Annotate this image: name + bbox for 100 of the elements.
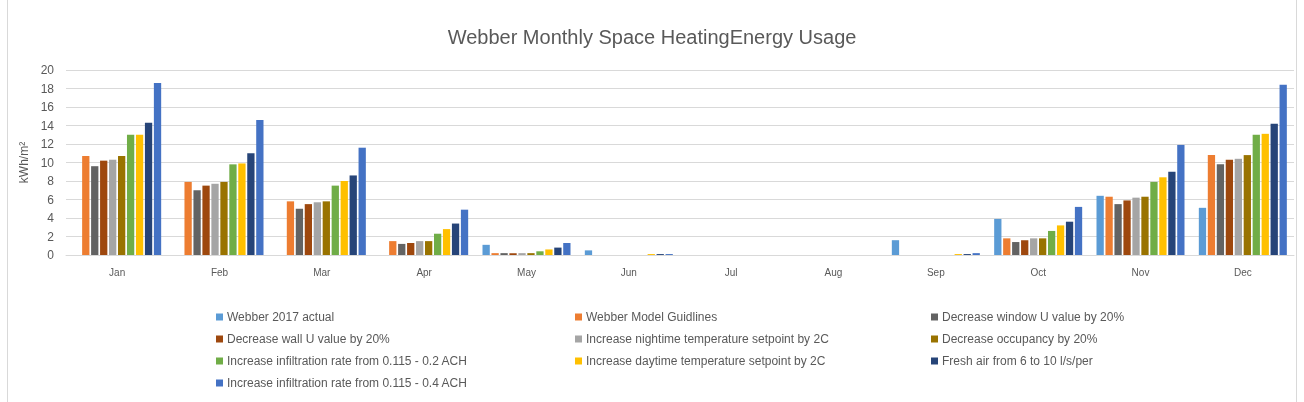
y-tick-label: 0 [47,248,55,262]
bar [1225,159,1234,255]
bar [389,241,397,255]
y-tick-label: 18 [40,81,55,96]
legend-label: Increase nightime temperature setpoint by 2C [586,332,830,346]
y-tick-label: 20 [40,63,55,77]
bar [202,185,210,255]
bar [563,242,571,255]
bar [1021,240,1029,255]
x-tick-label: Dec [1233,266,1252,278]
bar [1065,221,1074,255]
legend-label: Webber Model Guidlines [586,310,718,324]
bar [331,185,339,255]
legend-label: Increase daytime temperature setpoint by 2C [586,354,826,368]
bar [193,190,201,255]
bar [109,159,117,255]
bar [407,242,415,255]
bar [1074,206,1083,255]
bar [126,134,135,255]
legend-label: Decrease wall U value by 20% [227,332,391,346]
bar [184,181,192,255]
x-tick-label: Aug [824,266,843,278]
bar [536,251,544,255]
y-tick-label: 8 [47,174,55,188]
bar [460,209,469,255]
bar [1234,158,1242,255]
bar [1177,144,1185,255]
bar [433,233,442,255]
x-tick-label: Jan [109,266,126,278]
y-tick-label: 16 [40,100,55,114]
bar [1123,200,1131,255]
bar [100,160,108,255]
bar [247,153,255,255]
bar [118,156,126,255]
bar [358,147,366,255]
bar [1279,84,1287,255]
bar [1150,181,1158,255]
bar [891,240,900,255]
x-tick-label: Nov [1131,266,1150,278]
bar [220,181,228,255]
bar [91,166,99,255]
bar [425,241,433,255]
bar [340,181,348,255]
bar [211,183,219,255]
chart-title: Webber Monthly Space HeatingEnergy Usage [447,26,857,48]
bar [82,156,90,255]
bar [1159,177,1167,255]
legend-label: Fresh air from 6 to 10 l/s/per [942,354,1093,368]
bar [313,202,321,255]
bar [1003,238,1011,255]
x-tick-label: Jun [620,266,637,278]
bar [1207,155,1216,255]
bar [416,241,424,255]
bar [1030,238,1038,255]
bar [295,208,304,255]
bar [1047,230,1056,255]
legend-label: Increase infiltration rate from 0.115 - 0.4 ACH [227,376,467,390]
bar [304,204,313,255]
x-tick-label: Feb [210,266,229,278]
bar [1039,238,1047,255]
bar [1270,123,1278,255]
bar [584,250,593,255]
bar [1056,225,1065,255]
x-tick-label: Sep [926,266,946,278]
bar [1096,195,1104,255]
bar [1252,134,1260,255]
x-tick-label: Apr [416,266,433,278]
bar [1105,196,1113,255]
legend-label: Increase infiltration rate from 0.115 - 0.2 ACH [227,354,467,368]
bar [1141,196,1149,255]
bar [482,244,490,255]
legend-label: Decrease window U value by 20% [942,310,1125,324]
legend-label: Webber 2017 actual [227,310,335,324]
y-tick-label: 10 [40,155,55,170]
x-tick-label: Jul [724,266,738,278]
bar [256,119,264,255]
x-tick-label: May [517,266,536,278]
y-tick-label: 6 [47,192,55,207]
bar [1114,204,1122,255]
bar [135,134,144,255]
bar [322,201,330,255]
y-tick-label: 4 [47,211,55,225]
bar [229,164,237,255]
bar [1168,171,1176,255]
bar [144,122,153,255]
y-tick-label: 2 [47,229,55,244]
y-axis-title: kWh/m² [16,141,31,184]
bar [153,82,162,255]
bar [398,243,406,255]
bar [238,163,246,255]
y-tick-label: 14 [40,118,55,133]
bar [1243,155,1251,255]
x-tick-label: Oct [1030,266,1047,278]
y-tick-label: 12 [40,137,55,151]
bar [1216,164,1225,255]
bar [1198,207,1207,255]
bar [442,229,451,255]
legend-label: Decrease occupancy by 20% [942,332,1098,346]
x-tick-label: Mar [313,266,332,278]
bar [1261,133,1269,255]
